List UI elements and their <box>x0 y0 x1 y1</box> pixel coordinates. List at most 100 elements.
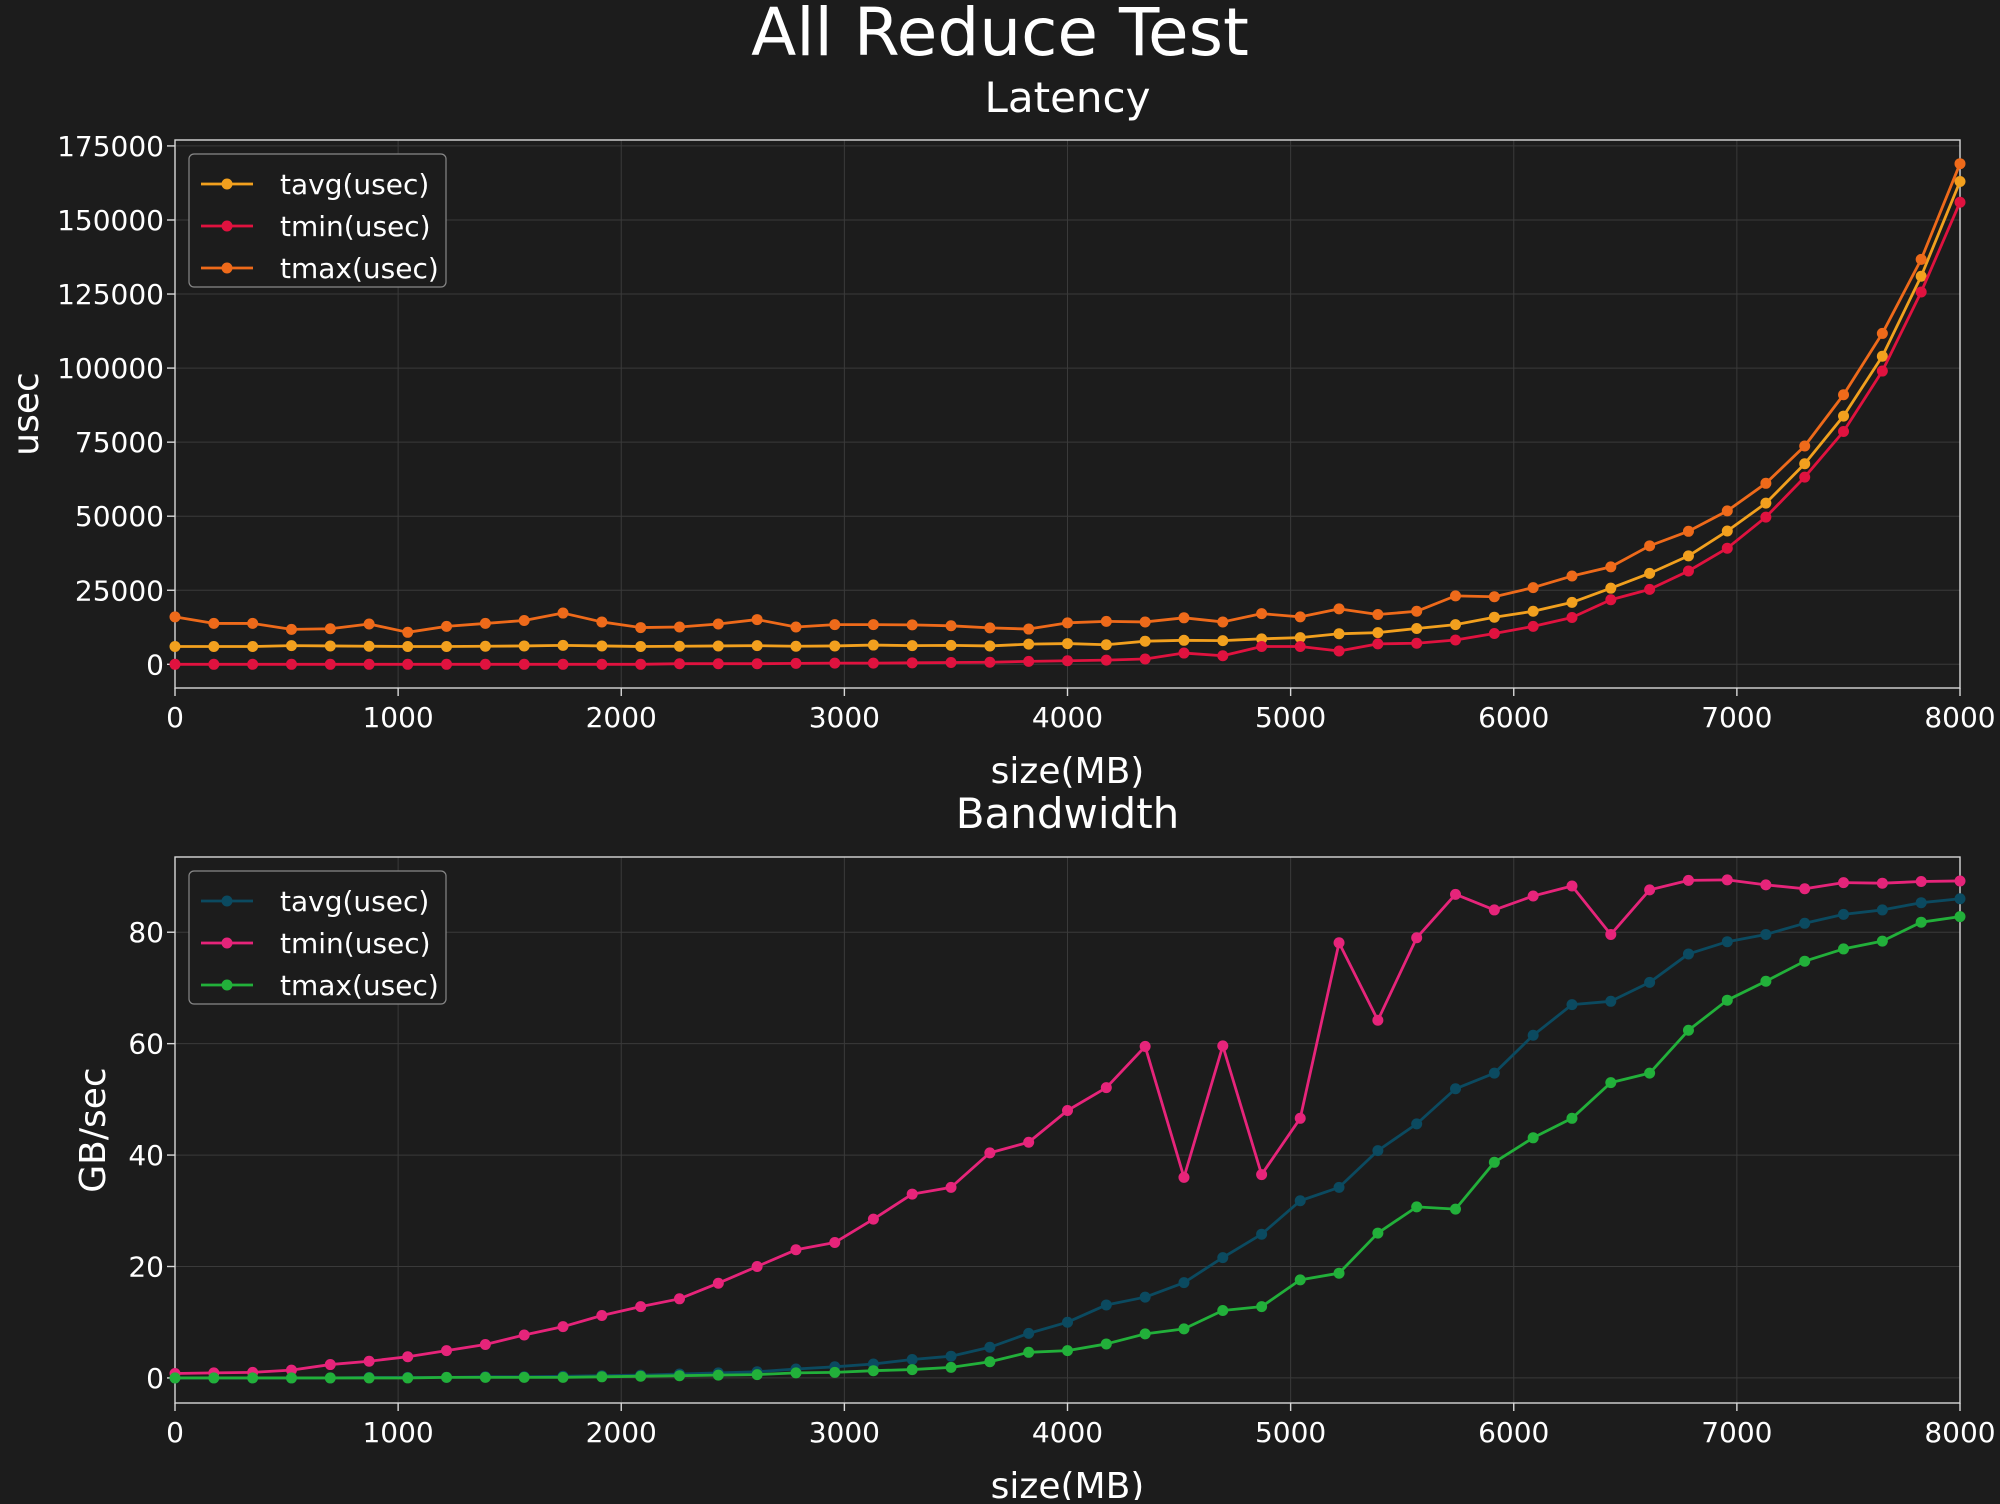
latency-data-point <box>1488 628 1500 639</box>
latency-legend-marker <box>221 220 233 232</box>
latency-legend-box <box>188 153 447 288</box>
bandwidth-data-point <box>285 1372 297 1384</box>
latency-data-point <box>1178 612 1190 624</box>
latency-data-point <box>1915 270 1927 282</box>
latency-data-point <box>635 622 647 634</box>
latency-data-point <box>324 658 336 670</box>
bandwidth-data-point <box>1450 1203 1462 1215</box>
bandwidth-data-point <box>1644 884 1656 896</box>
bandwidth-data-point <box>1954 875 1966 887</box>
latency-data-point <box>208 658 220 670</box>
bandwidth-data-point <box>1372 1145 1384 1157</box>
bandwidth-data-point <box>247 1372 259 1384</box>
bandwidth-data-point <box>1294 1112 1306 1124</box>
bandwidth-data-point <box>1100 1082 1112 1094</box>
bandwidth-data-point <box>984 1147 996 1159</box>
latency-data-point <box>790 657 802 669</box>
bandwidth-data-point <box>479 1339 491 1350</box>
latency-data-point <box>712 658 724 670</box>
latency-data-point <box>1023 623 1035 635</box>
latency-data-point <box>1372 627 1384 639</box>
latency-data-point <box>557 607 569 619</box>
bandwidth-data-point <box>1411 932 1423 944</box>
latency-data-point <box>1799 440 1811 452</box>
latency-x-tick-label: 1000 <box>362 701 433 734</box>
bandwidth-y-tick-label: 0 <box>146 1362 164 1395</box>
bandwidth-data-point <box>945 1361 957 1373</box>
bandwidth-data-point <box>1566 1112 1578 1124</box>
bandwidth-data-point <box>557 1321 569 1333</box>
bandwidth-data-point <box>1450 888 1462 900</box>
bandwidth-data-point <box>1838 908 1850 920</box>
latency-series-2 <box>169 196 1966 670</box>
latency-data-point <box>906 657 918 669</box>
bandwidth-x-tick-label: 2000 <box>586 1416 657 1449</box>
bandwidth-data-point <box>324 1359 336 1371</box>
latency-legend-label: tmin(usec) <box>280 210 431 243</box>
bandwidth-data-point <box>1217 1040 1229 1052</box>
latency-data-point <box>1876 327 1888 339</box>
latency-data-point <box>1450 619 1462 631</box>
bandwidth-data-point <box>1799 883 1811 895</box>
latency-data-point <box>1139 635 1151 647</box>
bandwidth-data-point <box>363 1372 375 1384</box>
bandwidth-legend-label: tavg(usec) <box>280 885 429 918</box>
bandwidth-data-point <box>1876 877 1888 889</box>
bandwidth-data-point <box>479 1371 491 1383</box>
bandwidth-legend-label: tmin(usec) <box>280 927 431 960</box>
bandwidth-data-point <box>1294 1195 1306 1207</box>
bandwidth-data-point <box>906 1188 918 1200</box>
latency-data-point <box>324 640 336 652</box>
latency-x-tick-label: 8000 <box>1924 701 1995 734</box>
latency-data-point <box>1566 570 1578 582</box>
latency-data-point <box>247 658 259 670</box>
bandwidth-data-point <box>1721 994 1733 1006</box>
latency-data-point <box>1799 471 1811 483</box>
latency-data-point <box>363 640 375 652</box>
latency-y-tick-label: 25000 <box>75 574 164 607</box>
latency-data-point <box>790 621 802 633</box>
bandwidth-data-point <box>635 1370 647 1382</box>
bandwidth-series-3 <box>169 911 1966 1384</box>
latency-data-point <box>1139 653 1151 665</box>
bandwidth-data-point <box>790 1367 802 1379</box>
bandwidth-y-tick-label: 80 <box>128 916 164 949</box>
latency-data-point <box>1605 582 1617 594</box>
latency-legend-label: tavg(usec) <box>280 168 429 201</box>
bandwidth-data-point <box>596 1371 608 1383</box>
latency-data-point <box>1876 365 1888 377</box>
bandwidth-legend: tavg(usec) tmin(usec) tmax(usec) <box>188 870 447 1005</box>
bandwidth-data-point <box>1488 1156 1500 1168</box>
latency-data-point <box>829 657 841 669</box>
bandwidth-title: Bandwidth <box>956 789 1180 838</box>
bandwidth-x-tick-label: 8000 <box>1924 1416 1995 1449</box>
latency-data-point <box>751 640 763 652</box>
latency-data-point <box>1527 620 1539 632</box>
latency-data-point <box>1256 641 1268 653</box>
bandwidth-data-point <box>1644 976 1656 988</box>
latency-data-point <box>673 640 685 652</box>
latency-data-point <box>441 620 453 632</box>
latency-x-axis-label: size(MB) <box>991 751 1145 792</box>
latency-data-point <box>945 620 957 632</box>
latency-data-point <box>518 640 530 652</box>
latency-data-point <box>867 619 879 631</box>
latency-data-point <box>1760 497 1772 509</box>
bandwidth-data-point <box>1139 1328 1151 1340</box>
latency-data-point <box>1294 632 1306 644</box>
latency-data-point <box>1527 582 1539 594</box>
latency-data-point <box>1721 525 1733 537</box>
latency-data-point <box>1644 583 1656 595</box>
latency-x-tick-label: 7000 <box>1701 701 1772 734</box>
latency-data-point <box>1256 608 1268 620</box>
bandwidth-legend-label: tmax(usec) <box>280 969 439 1002</box>
latency-data-point <box>1294 641 1306 653</box>
latency-data-point <box>1721 542 1733 554</box>
bandwidth-data-point <box>1178 1277 1190 1289</box>
latency-data-point <box>1760 477 1772 489</box>
bandwidth-x-tick-label: 4000 <box>1032 1416 1103 1449</box>
latency-y-tick-label: 0 <box>146 648 164 681</box>
bandwidth-chart: 0 1000 2000 3000 4000 5000 6000 7000 8000 0 20 40 60… <box>73 789 1996 1504</box>
latency-data-point <box>1799 458 1811 470</box>
